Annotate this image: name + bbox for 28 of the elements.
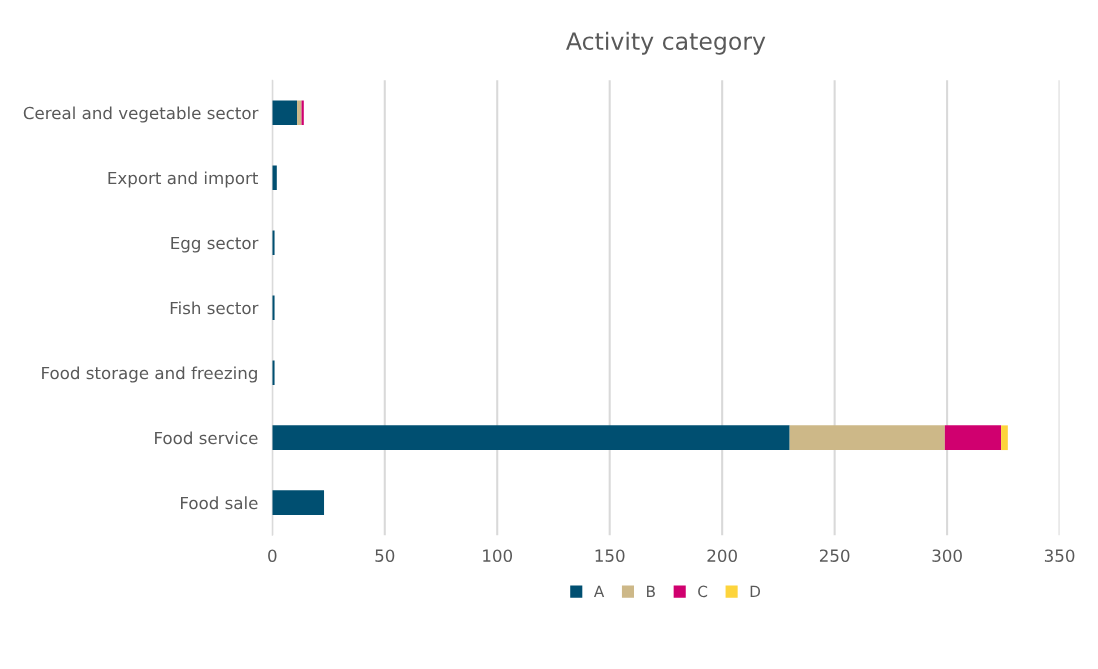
x-tick-label: 350 (1044, 549, 1075, 562)
bar (1001, 425, 1008, 451)
chart-title: Activity category (566, 31, 766, 55)
bar (944, 425, 1002, 451)
y-tick-label: Export and import (108, 171, 259, 188)
x-tick-label: 150 (595, 549, 625, 562)
bar (272, 100, 298, 126)
x-tick-label: 0 (268, 549, 277, 562)
x-tick-label: 50 (375, 549, 395, 562)
x-tick-label: 100 (483, 549, 513, 562)
bar (272, 490, 325, 516)
bar (789, 425, 945, 451)
y-tick-label: Fish sector (170, 301, 259, 315)
legend-label: A (593, 585, 605, 597)
y-tick-label: Food storage and freezing (42, 366, 257, 383)
x-tick-label: 300 (932, 549, 962, 562)
legend-label: C (698, 585, 708, 598)
x-tick-label: 250 (819, 549, 850, 562)
y-tick-label: Egg sector (171, 236, 259, 253)
y-tick-label: Cereal and vegetable sector (23, 106, 259, 123)
x-tick-label: 200 (707, 549, 737, 562)
legend-label: D (750, 585, 761, 597)
legend-label: B (647, 585, 655, 597)
y-tick-label: Food sale (181, 496, 258, 510)
bar (272, 165, 277, 191)
bar (297, 100, 302, 126)
bar (272, 425, 790, 451)
y-tick-label: Food service (155, 431, 258, 445)
